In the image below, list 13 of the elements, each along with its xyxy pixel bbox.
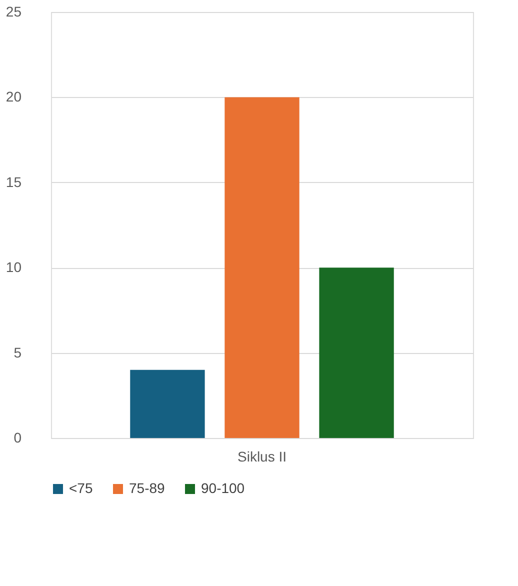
bar	[130, 370, 205, 438]
x-tick-label: Siklus II	[237, 448, 287, 464]
y-tick-label: 25	[6, 4, 22, 20]
bar	[319, 268, 394, 438]
y-tick-label: 5	[14, 344, 22, 360]
legend-label: 90-100	[201, 480, 245, 496]
y-tick-label: 15	[6, 174, 22, 190]
y-tick-label: 20	[6, 88, 22, 105]
legend-label: 75-89	[129, 480, 166, 496]
bar	[224, 97, 300, 438]
legend-label: <75	[69, 480, 93, 496]
y-tick-label: 0	[14, 430, 22, 446]
y-tick-label: 10	[6, 259, 22, 276]
